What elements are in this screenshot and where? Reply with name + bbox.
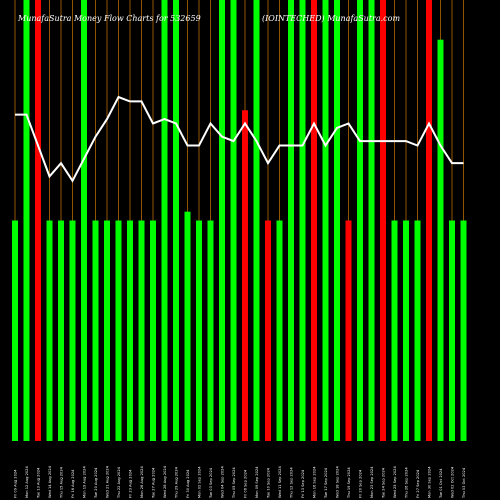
x-tick-label: Fri 16 Aug 2024 — [71, 469, 75, 498]
x-tick-label: Mon 23 Sep 2024 — [370, 466, 374, 498]
x-tick-label: Mon 02 Sep 2024 — [197, 466, 201, 498]
bar — [35, 0, 41, 441]
bar — [127, 220, 133, 441]
bar — [322, 0, 329, 441]
x-tick-label: Thu 15 Aug 2024 — [59, 466, 63, 499]
bar — [138, 220, 145, 441]
chart-title-right: (IOINTECHED) MunafaSutra.com — [262, 14, 400, 23]
bar — [161, 0, 168, 441]
bar — [437, 39, 444, 441]
x-tick-label: Tue 17 Sep 2024 — [324, 467, 328, 499]
x-tick-label: Wed 21 Aug 2024 — [105, 465, 109, 498]
bar — [460, 220, 467, 441]
x-tick-label: Tue 03 Sep 2024 — [209, 467, 213, 499]
x-tick-label: Wed 04 Sep 2024 — [220, 466, 224, 498]
x-tick-label: Thu 26 Sep 2024 — [404, 467, 408, 499]
bar — [230, 0, 237, 441]
chart-title-left: MunafaSutra Money Flow Charts for 532659 — [17, 14, 201, 23]
bar — [242, 110, 248, 441]
bar — [288, 0, 294, 441]
bar — [12, 220, 18, 441]
bar — [368, 0, 375, 441]
bar — [184, 211, 191, 441]
x-tick-label: Tue 20 Aug 2024 — [94, 467, 98, 499]
bar — [253, 0, 260, 441]
bar — [115, 220, 122, 441]
x-tick-label: Tue 01 Oct 2024 — [439, 468, 443, 499]
bar — [150, 220, 156, 441]
bar — [69, 220, 76, 441]
bar — [207, 220, 214, 441]
bar — [426, 0, 432, 441]
x-tick-label: Thu 03 Oct 2024 — [462, 467, 466, 499]
bar — [403, 220, 409, 441]
x-tick-label: Fri 13 Sep 2024 — [301, 469, 305, 498]
bar — [104, 220, 110, 441]
x-tick-label: Fri 06 Sep 2024 — [243, 469, 247, 498]
x-tick-label: Tue 13 Aug 2024 — [36, 467, 40, 499]
x-tick-label: Fri 30 Aug 2024 — [186, 469, 190, 498]
x-tick-label: Mon 09 Sep 2024 — [255, 466, 259, 498]
x-tick-label: Tue 27 Aug 2024 — [151, 467, 155, 499]
x-tick-label: Tue 10 Sep 2024 — [266, 467, 270, 499]
bar — [299, 0, 306, 441]
x-tick-label: Mon 19 Aug 2024 — [82, 466, 86, 498]
bar — [357, 0, 363, 441]
x-tick-label: Tue 24 Sep 2024 — [381, 467, 385, 499]
x-tick-label: Wed 11 Sep 2024 — [278, 466, 282, 498]
bars — [12, 0, 467, 441]
x-tick-label: Fri 20 Sep 2024 — [358, 469, 362, 498]
x-tick-label: Wed 28 Aug 2024 — [163, 465, 167, 498]
x-tick-label: Wed 25 Sep 2024 — [393, 466, 397, 498]
x-tick-label: Thu 12 Sep 2024 — [289, 467, 293, 499]
x-tick-labels: Fri 09 Aug 2024 Mon 12 Aug 2024 Tue 13 Aug… — [13, 465, 466, 499]
bar — [219, 0, 225, 441]
bar — [276, 220, 283, 441]
x-tick-label: Wed 14 Aug 2024 — [48, 465, 52, 498]
x-tick-label: Thu 29 Aug 2024 — [174, 466, 178, 499]
bar — [391, 220, 398, 441]
bar — [380, 0, 386, 441]
x-tick-label: Fri 23 Aug 2024 — [128, 469, 132, 498]
bar — [311, 0, 317, 441]
bar — [92, 220, 99, 441]
bar — [46, 220, 53, 441]
x-tick-label: Mon 12 Aug 2024 — [25, 466, 29, 498]
bar — [58, 220, 64, 441]
x-tick-label: Mon 30 Sep 2024 — [427, 466, 431, 498]
bar — [334, 0, 340, 441]
bar — [196, 220, 202, 441]
bar — [449, 220, 455, 441]
x-tick-label: Mon 16 Sep 2024 — [312, 466, 316, 498]
money-flow-line — [15, 95, 464, 183]
x-tick-label: Thu 22 Aug 2024 — [117, 466, 121, 499]
x-tick-label: Thu 19 Sep 2024 — [347, 467, 351, 499]
x-tick-label: Thu 05 Sep 2024 — [232, 467, 236, 499]
x-tick-label: Fri 27 Sep 2024 — [416, 469, 420, 498]
x-tick-label: Fri 09 Aug 2024 — [13, 469, 17, 498]
bar — [81, 0, 87, 441]
x-tick-label: Mon 26 Aug 2024 — [140, 466, 144, 498]
bar — [173, 0, 179, 441]
x-tick-label: Wed 02 Oct 2024 — [450, 466, 454, 498]
bar — [23, 0, 30, 441]
bar — [345, 220, 352, 441]
x-tick-label: Wed 18 Sep 2024 — [335, 466, 339, 498]
bar — [265, 220, 271, 441]
bar — [414, 220, 421, 441]
